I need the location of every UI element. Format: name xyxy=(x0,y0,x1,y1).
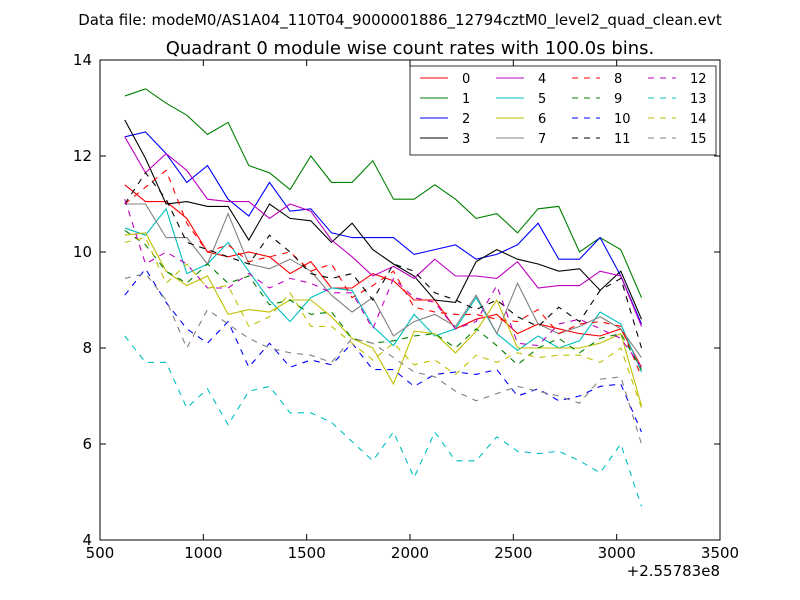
legend-label-8: 8 xyxy=(614,72,622,87)
figure-suptitle: Data file: modeM0/AS1A04_110T04_90000018… xyxy=(78,11,722,30)
series-line-10 xyxy=(124,267,643,433)
series-line-0 xyxy=(124,184,642,368)
legend-label-4: 4 xyxy=(538,72,546,87)
x-tick-label: 3500 xyxy=(701,544,739,562)
legend-label-1: 1 xyxy=(462,92,470,107)
legend-label-10: 10 xyxy=(614,112,631,127)
legend-label-9: 9 xyxy=(614,92,622,107)
legend-label-14: 14 xyxy=(690,112,707,127)
legend-label-15: 15 xyxy=(690,132,707,147)
legend-label-3: 3 xyxy=(462,132,470,147)
legend-label-11: 11 xyxy=(614,132,631,147)
x-tick-label: 2000 xyxy=(391,544,429,562)
y-tick-label: 6 xyxy=(82,435,92,453)
legend-label-2: 2 xyxy=(462,112,470,127)
legend-label-12: 12 xyxy=(690,72,707,87)
series-line-13 xyxy=(124,335,643,507)
series-lines xyxy=(124,88,643,507)
legend-label-7: 7 xyxy=(538,132,546,147)
y-tick-label: 4 xyxy=(82,531,92,549)
x-tick-label: 1000 xyxy=(184,544,222,562)
series-line-3 xyxy=(124,119,643,320)
legend-label-13: 13 xyxy=(690,92,707,107)
series-line-15 xyxy=(124,272,643,445)
x-tick-label: 500 xyxy=(86,544,115,562)
x-offset-label: +2.55783e8 xyxy=(627,562,720,580)
series-line-5 xyxy=(124,207,643,373)
series-line-2 xyxy=(124,131,643,325)
series-line-1 xyxy=(124,88,643,298)
legend-frame xyxy=(409,65,717,156)
y-tick-label: 10 xyxy=(73,243,92,261)
x-tick-label: 1500 xyxy=(288,544,326,562)
series-line-7 xyxy=(124,203,642,358)
plot-area xyxy=(124,88,643,507)
chart-title: Quadrant 0 module wise count rates with … xyxy=(166,38,655,59)
series-line-11 xyxy=(124,171,643,349)
y-tick-label: 14 xyxy=(73,51,92,69)
series-line-12 xyxy=(124,199,642,368)
legend-label-5: 5 xyxy=(538,92,546,107)
series-line-4 xyxy=(124,136,643,327)
y-tick-label: 12 xyxy=(73,147,92,165)
legend-label-0: 0 xyxy=(462,72,470,87)
series-line-14 xyxy=(124,236,643,409)
y-tick-label: 8 xyxy=(82,339,92,357)
legend-label-6: 6 xyxy=(538,112,546,127)
x-tick-label: 3000 xyxy=(598,544,636,562)
x-tick-label: 2500 xyxy=(494,544,532,562)
series-line-6 xyxy=(124,232,643,406)
series-line-9 xyxy=(124,229,642,370)
